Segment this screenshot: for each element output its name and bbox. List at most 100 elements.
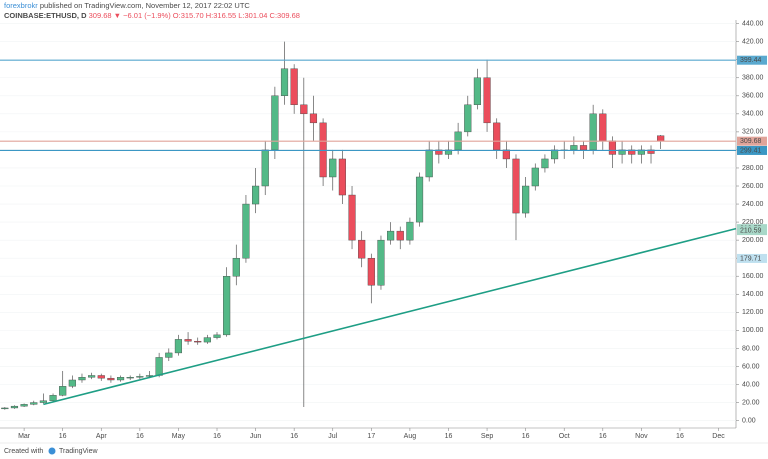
candle-body xyxy=(608,140,617,155)
candle-body xyxy=(338,158,346,196)
change: ▼ −6.01 (−1.9%) xyxy=(114,11,172,20)
x-tick-label: 16 xyxy=(676,433,684,440)
x-tick-label: Dec xyxy=(712,433,725,440)
x-tick-label: 16 xyxy=(599,433,607,440)
candle-body xyxy=(502,149,510,160)
y-tick-label: 420.00 xyxy=(742,38,764,45)
y-tick-label: 200.00 xyxy=(742,237,764,244)
candle-body xyxy=(242,203,250,259)
candle-body xyxy=(1,407,9,410)
x-tick-label: Jul xyxy=(328,433,337,440)
candle-body xyxy=(126,377,134,379)
last: 309.68 xyxy=(89,11,112,20)
candle-body xyxy=(78,377,86,381)
y-tick-label: 60.00 xyxy=(742,363,760,370)
price-tag xyxy=(737,253,767,263)
candle-body xyxy=(377,239,385,286)
candle-body xyxy=(68,379,76,387)
candle-body xyxy=(348,194,356,241)
candle-body xyxy=(30,402,38,405)
price-tag xyxy=(737,136,767,146)
candle-body xyxy=(387,230,395,241)
candle-body xyxy=(473,77,481,106)
candle-body xyxy=(396,230,404,241)
footer-brand[interactable]: TradingView xyxy=(59,448,98,455)
y-tick-label: 140.00 xyxy=(742,291,764,298)
y-tick-label: 220.00 xyxy=(742,219,764,226)
price-tag-label: 179.71 xyxy=(740,255,762,262)
candle-body xyxy=(531,167,539,187)
candle-body xyxy=(213,334,221,338)
candle-body xyxy=(309,113,318,124)
y-tick-label: 40.00 xyxy=(742,381,760,388)
candle-body xyxy=(329,158,337,178)
x-tick-label: Oct xyxy=(559,433,570,440)
candle-body xyxy=(493,122,501,151)
candle-body xyxy=(550,149,559,160)
candle-body xyxy=(116,377,125,381)
candle-body xyxy=(570,145,578,151)
candle-body xyxy=(59,386,67,396)
candle-body xyxy=(165,352,173,358)
plot xyxy=(0,23,737,421)
x-tick-label: Apr xyxy=(96,433,108,440)
y-tick-label: 120.00 xyxy=(742,309,764,316)
candle-body xyxy=(184,339,192,342)
candle-body xyxy=(174,339,183,354)
candle-body xyxy=(589,113,597,151)
x-tick-label: 16 xyxy=(59,433,67,440)
y-tick-label: 440.00 xyxy=(742,20,764,27)
x-tick-label: Nov xyxy=(635,433,648,440)
x-tick-label: 16 xyxy=(213,433,221,440)
candle-body xyxy=(406,221,414,241)
logo xyxy=(48,447,56,455)
candle-body xyxy=(20,404,28,407)
candle-body xyxy=(367,257,375,286)
candle-body xyxy=(223,276,231,336)
candle-body xyxy=(261,149,269,187)
y-tick-label: 360.00 xyxy=(742,93,764,100)
candle-body xyxy=(232,257,240,277)
y-tick-label: 320.00 xyxy=(742,129,764,136)
candle-body xyxy=(136,376,144,378)
ohlc: O:315.70 H:316.55 L:301.04 C:309.68 xyxy=(173,11,300,20)
y-tick-label: 100.00 xyxy=(742,327,764,334)
candle-body xyxy=(512,158,520,214)
candle-body xyxy=(194,340,202,343)
y-tick-label: 80.00 xyxy=(742,345,760,352)
candle-body xyxy=(657,135,665,142)
candle-body xyxy=(88,375,96,378)
trendline xyxy=(43,227,737,406)
x-tick-label: Sep xyxy=(481,433,494,440)
price-tag xyxy=(737,55,767,65)
candle-body xyxy=(483,77,491,124)
y-tick-label: 260.00 xyxy=(742,183,764,190)
candle-body xyxy=(599,113,607,142)
x-tick-label: 16 xyxy=(136,433,144,440)
x-tick-label: 16 xyxy=(445,433,453,440)
y-tick-label: 280.00 xyxy=(742,165,764,172)
x-tick-label: 17 xyxy=(367,433,375,440)
y-tick-label: 160.00 xyxy=(742,273,764,280)
x-tick-label: Mar xyxy=(18,433,31,440)
candle-body xyxy=(522,185,530,214)
candle-body xyxy=(39,400,47,403)
price-tag xyxy=(737,226,767,236)
y-tick-label: 340.00 xyxy=(742,111,764,118)
candle-body xyxy=(290,68,298,106)
candle-body xyxy=(10,405,19,409)
candle-body xyxy=(280,68,289,96)
candle-body xyxy=(203,337,211,343)
x-tick-label: 16 xyxy=(522,433,530,440)
published: published on TradingView.com, November 1… xyxy=(40,1,251,10)
candle-body xyxy=(358,239,366,259)
candle-body xyxy=(107,377,115,381)
author[interactable]: forexbrokr xyxy=(4,1,38,10)
y-tick-label: 0.00 xyxy=(742,417,756,424)
header-line: forexbrokr published on TradingView.com,… xyxy=(4,1,250,10)
candle-body xyxy=(415,176,424,223)
price-tag xyxy=(737,145,767,155)
candle-body xyxy=(425,149,433,178)
candle-body xyxy=(541,158,549,169)
